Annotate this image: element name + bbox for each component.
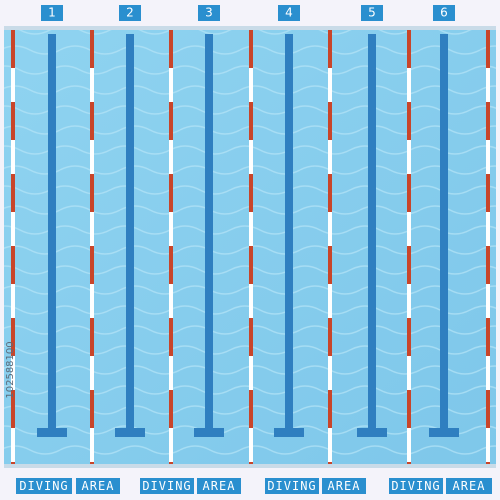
lane-number: 3 (205, 6, 213, 20)
lane-number: 2 (126, 6, 134, 20)
lane-number: 6 (440, 6, 448, 20)
pool-edge-top (4, 26, 496, 30)
lane-floor-line (48, 34, 56, 430)
lane-number: 5 (368, 6, 376, 20)
lane-number-tag (278, 5, 300, 21)
diving-sign-word: DIVING (391, 479, 440, 493)
diving-sign-word: AREA (82, 479, 115, 493)
diving-sign-box (16, 478, 72, 494)
lane-number: 4 (285, 6, 293, 20)
diving-sign-word: DIVING (19, 479, 68, 493)
lane-number-tag (119, 5, 141, 21)
lane-floor-line (440, 34, 448, 430)
lane-floor-line (285, 34, 293, 430)
pool-edge-bottom (4, 464, 496, 468)
diving-sign-word: DIVING (267, 479, 316, 493)
diving-sign-word: DIVING (142, 479, 191, 493)
lane-floor-t (274, 428, 304, 437)
diving-sign-word: AREA (453, 479, 486, 493)
diving-sign-box (389, 478, 443, 494)
diving-sign-box (322, 478, 366, 494)
lane-number-tag (41, 5, 63, 21)
lane-floor-t (429, 428, 459, 437)
lane-floor-t (357, 428, 387, 437)
lane-number-tag (433, 5, 455, 21)
lane-floor-line (368, 34, 376, 430)
lane-floor-t (194, 428, 224, 437)
lane-floor-t (115, 428, 145, 437)
lane-number-tag (198, 5, 220, 21)
lane-number: 1 (48, 6, 56, 20)
diving-sign-box (197, 478, 241, 494)
lane-floor-line (126, 34, 134, 430)
diving-sign-word: AREA (203, 479, 236, 493)
diving-sign-box (76, 478, 120, 494)
diving-sign-box (446, 478, 492, 494)
diving-sign-box (140, 478, 194, 494)
lane-floor-t (37, 428, 67, 437)
watermark: 102588100 (5, 341, 16, 398)
diving-sign-word: AREA (328, 479, 361, 493)
lane-floor-line (205, 34, 213, 430)
diving-sign-box (265, 478, 319, 494)
pool-content: 1 2 3 4 5 6 DIVING AREA DIVING AREA DIVING AREA DIVI… (11, 5, 492, 494)
lane-number-tag (361, 5, 383, 21)
